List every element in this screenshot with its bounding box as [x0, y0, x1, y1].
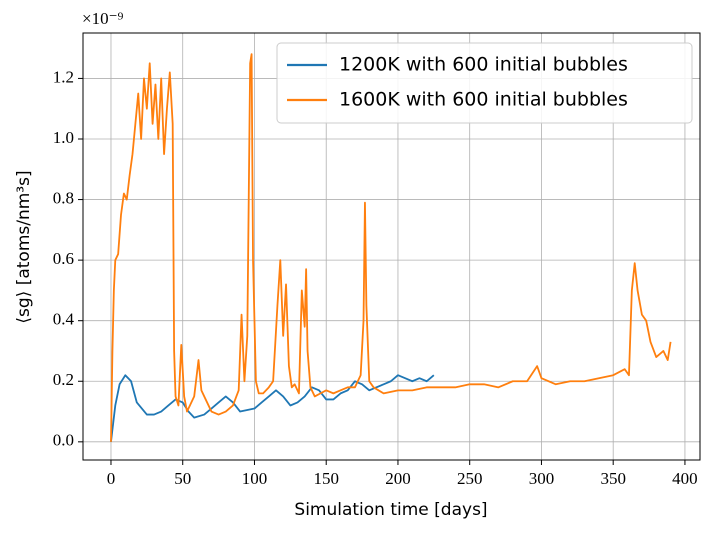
offset-text: ×10⁻⁹	[82, 9, 124, 28]
legend-label: 1600K with 600 initial bubbles	[339, 89, 628, 111]
x-tick-label: 250	[457, 469, 483, 488]
legend-label: 1200K with 600 initial bubbles	[339, 54, 628, 76]
y-tick-label: 0.4	[53, 310, 75, 329]
legend-box	[276, 42, 693, 124]
x-tick-label: 400	[672, 469, 698, 488]
y-tick-label: 0.8	[53, 188, 74, 207]
plot-frame	[82, 32, 701, 461]
y-tick-label: 0.6	[53, 249, 74, 268]
series-line	[110, 374, 435, 442]
y-tick-label: 1.2	[53, 67, 74, 86]
series-line	[110, 53, 672, 442]
x-tick-label: 150	[313, 469, 339, 488]
y-axis-label: ⟨sg⟩ [atoms/nm³s]	[14, 170, 34, 323]
x-tick-label: 50	[174, 469, 191, 488]
x-tick-label: 0	[107, 469, 116, 488]
x-tick-label: 200	[385, 469, 411, 488]
y-tick-label: 1.0	[53, 128, 74, 147]
x-tick-label: 100	[242, 469, 268, 488]
y-tick-label: 0.0	[53, 431, 74, 450]
x-tick-label: 300	[529, 469, 555, 488]
x-tick-label: 350	[600, 469, 626, 488]
y-tick-label: 0.2	[53, 370, 74, 389]
x-axis-label: Simulation time [days]	[294, 500, 487, 520]
